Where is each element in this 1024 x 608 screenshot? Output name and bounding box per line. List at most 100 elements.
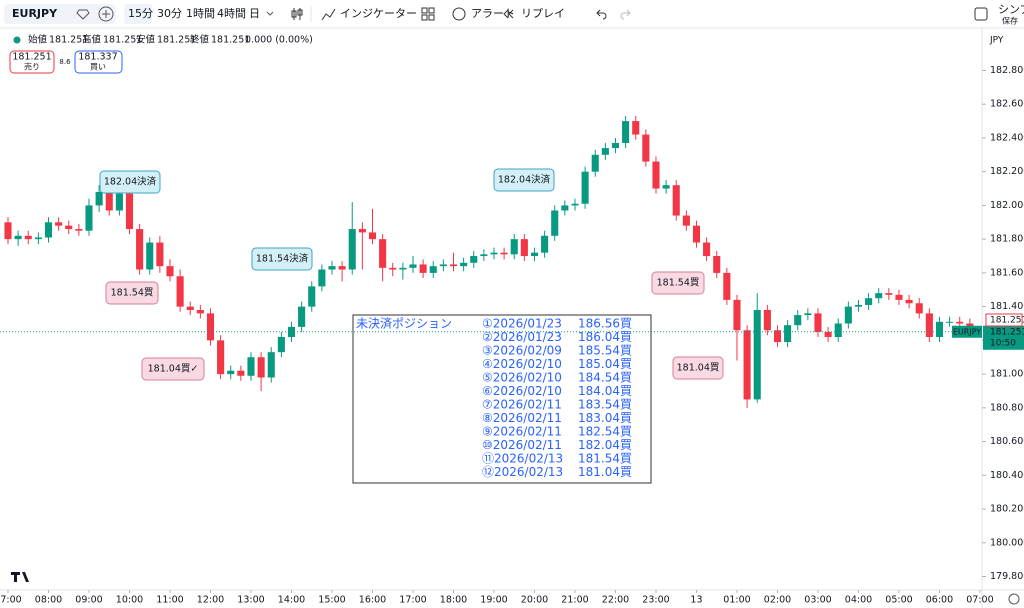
y-tick-label: 181.600	[990, 267, 1024, 278]
position-price: 184.54買	[578, 371, 632, 385]
chart-type-icon[interactable]	[291, 8, 303, 20]
y-tick-label: 180.800	[990, 402, 1024, 413]
legend-open: 181.251	[49, 35, 88, 46]
redo-icon[interactable]	[620, 9, 631, 20]
candle-body	[217, 340, 225, 375]
x-tick-label: 10:00	[116, 595, 143, 606]
annotation-box	[493, 168, 555, 192]
candle-body	[844, 306, 852, 324]
candle-body	[713, 256, 721, 273]
replay-icon[interactable]	[503, 9, 514, 19]
interval[interactable]: 日	[249, 7, 260, 20]
sell-label: 売り	[24, 62, 40, 72]
legend-high-label: 高値	[82, 34, 102, 46]
buy-button[interactable]	[74, 50, 123, 74]
candle-body	[166, 266, 174, 277]
sell-button[interactable]	[9, 50, 55, 74]
candle-body	[176, 276, 184, 307]
candle-body	[146, 242, 154, 270]
candle-body	[672, 185, 680, 216]
candle-body	[298, 306, 306, 327]
y-tick-label: 180.600	[990, 436, 1024, 447]
alert[interactable]: アラート	[471, 7, 515, 20]
layout-name[interactable]: シンプ	[998, 3, 1024, 16]
candle-body	[24, 235, 32, 240]
interval[interactable]: 1時間	[186, 7, 215, 20]
indicator-icon[interactable]	[321, 8, 336, 21]
annotation-label: 181.54買	[657, 278, 700, 289]
alert-icon[interactable]	[452, 7, 466, 21]
x-tick-label: 07:00	[966, 595, 993, 606]
candle-body	[55, 222, 63, 226]
symbol-search[interactable]	[4, 4, 116, 24]
position-date: ⑤2026/02/10	[482, 371, 562, 385]
candle-body	[946, 321, 954, 323]
candle-body	[824, 331, 832, 337]
legend-close: 181.251	[211, 35, 250, 46]
candle-body	[925, 313, 933, 337]
candle-body	[885, 293, 893, 295]
add-icon[interactable]	[98, 6, 114, 22]
candle-body	[186, 306, 194, 310]
candle-body	[14, 235, 22, 240]
indicators[interactable]: インジケーター	[340, 7, 417, 20]
annotation-box	[672, 356, 724, 380]
candle-body	[510, 239, 518, 255]
legend-close-label: 終値	[190, 34, 210, 46]
interval[interactable]: 30分	[157, 7, 182, 20]
position-price: 185.54買	[578, 344, 632, 358]
candle-body	[611, 143, 620, 149]
candle-body	[44, 222, 53, 238]
price-tag-label: 181.251	[990, 327, 1024, 337]
candle-body	[662, 185, 670, 189]
candle-body	[622, 121, 630, 144]
candle-body	[733, 299, 741, 331]
x-tick-label: 13:00	[237, 595, 264, 606]
position-price: 186.56買	[578, 317, 632, 331]
candle-body	[541, 235, 549, 253]
x-tick-label: 03:00	[804, 595, 831, 606]
candle-body	[682, 215, 690, 226]
candle-body	[935, 321, 944, 337]
position-date: ②2026/01/23	[482, 330, 562, 344]
layout-checkbox[interactable]	[974, 7, 988, 21]
interval[interactable]: 15分	[128, 7, 153, 20]
caret	[266, 11, 274, 16]
annotation-box	[99, 170, 161, 194]
position-date: ①2026/01/23	[482, 317, 562, 331]
symbol[interactable]: EURJPY	[12, 7, 58, 20]
layout-icon[interactable]	[421, 7, 435, 21]
positions-box	[352, 314, 652, 484]
interval[interactable]: 4時間	[217, 7, 246, 20]
candle-body	[75, 229, 83, 231]
x-tick-label: 11:00	[156, 595, 183, 606]
x-tick-label: 15:00	[318, 595, 345, 606]
settings-icon[interactable]	[1008, 593, 1020, 605]
replay[interactable]: リプレイ	[521, 7, 565, 20]
candle-body	[277, 336, 285, 353]
x-tick-label: 05:00	[885, 595, 912, 606]
position-price: 186.04買	[578, 330, 632, 344]
candle-body	[753, 310, 761, 400]
candle-body	[4, 222, 12, 240]
candle-body	[409, 264, 417, 268]
candle-body	[115, 193, 123, 211]
position-price: 185.04買	[578, 357, 632, 371]
symbol-tag-label: EURJPY	[953, 327, 981, 336]
annotation-label: 181.04買	[677, 363, 720, 374]
candle-body	[895, 294, 903, 300]
x-tick-label: 02:00	[764, 595, 791, 606]
candle-body	[500, 252, 508, 255]
currency: JPY	[989, 36, 1004, 46]
legend-change: 0.000 (0.00%)	[245, 35, 313, 46]
y-tick-label: 182.600	[990, 99, 1024, 110]
gem-icon	[76, 9, 90, 20]
save[interactable]: 保存	[1002, 16, 1018, 26]
candle-body	[227, 370, 235, 375]
candle-body	[581, 171, 589, 204]
annotation-box	[251, 247, 313, 271]
x-tick-label: 21:00	[561, 595, 588, 606]
candle-body	[642, 134, 650, 162]
undo-icon[interactable]	[596, 9, 607, 20]
